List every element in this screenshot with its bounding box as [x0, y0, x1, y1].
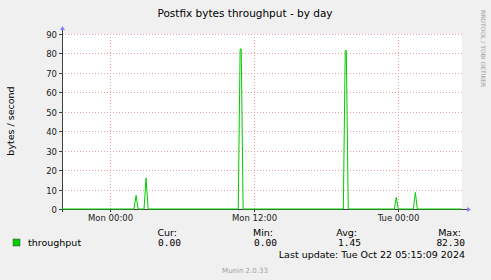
x-grid-line [110, 34, 111, 209]
y-grid-line [62, 53, 462, 54]
footer: Munin 2.0.33 [222, 267, 268, 275]
y-tick-label: 20 [46, 166, 57, 176]
y-tick [59, 73, 62, 74]
y-axis-arrow [60, 26, 65, 30]
y-tick [59, 190, 62, 191]
background [0, 0, 491, 280]
y-grid-line [62, 131, 462, 132]
y-tick [59, 131, 62, 132]
plot-area [62, 34, 462, 209]
y-axis [62, 30, 63, 212]
y-tick [59, 92, 62, 93]
legend-stat-value: 0.00 [254, 237, 277, 248]
x-grid-line [254, 34, 255, 209]
legend-label: throughput [28, 237, 81, 248]
y-tick-label: 60 [46, 88, 57, 98]
x-tick-label: Mon 12:00 [232, 213, 277, 223]
y-grid-line [62, 73, 462, 74]
y-tick-label: 0 [52, 205, 57, 215]
x-tick-label: Tue 00:00 [377, 213, 420, 223]
y-tick-label: 90 [46, 30, 57, 40]
series-line [62, 49, 461, 209]
y-tick [59, 112, 62, 113]
x-axis-arrow [467, 207, 471, 212]
legend-stat-value: 1.45 [338, 237, 361, 248]
y-tick-label: 30 [46, 147, 57, 157]
y-tick-label: 50 [46, 108, 57, 118]
y-tick-label: 10 [46, 186, 57, 196]
legend-stat-value: 82.30 [436, 237, 465, 248]
x-tick-label: Mon 00:00 [88, 213, 133, 223]
y-tick [59, 170, 62, 171]
legend-stat-value: 0.00 [158, 237, 181, 248]
chart: Postfix bytes throughput - by day RRDTOOL… [0, 0, 491, 280]
last-update: Last update: Tue Oct 22 05:15:09 2024 [279, 249, 465, 260]
y-grid-line [62, 151, 462, 152]
y-axis-label: bytes / second [5, 86, 16, 155]
y-grid-line [62, 190, 462, 191]
y-tick-label: 70 [46, 69, 57, 79]
y-grid-line [62, 112, 462, 113]
y-grid-line [62, 170, 462, 171]
page: {"chart_data": { "type": "line", "title"… [0, 0, 491, 280]
title: Postfix bytes throughput - by day [157, 7, 332, 19]
y-tick [59, 34, 62, 35]
y-tick-label: 80 [46, 49, 57, 59]
y-grid-line [62, 34, 462, 35]
y-tick-label: 40 [46, 127, 57, 137]
y-tick [59, 53, 62, 54]
y-grid-line [62, 92, 462, 93]
x-grid-line [398, 34, 399, 209]
plot-marks [62, 49, 461, 209]
legend-swatch [13, 239, 20, 246]
y-tick [59, 151, 62, 152]
watermark: RRDTOOL / TOBI OETIKER [480, 10, 487, 87]
